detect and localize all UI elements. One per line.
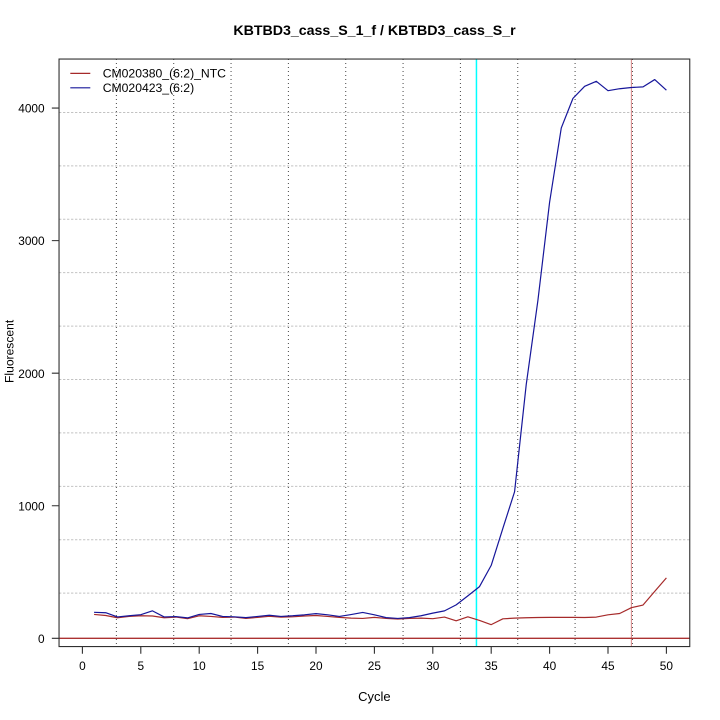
- svg-text:25: 25: [368, 659, 382, 673]
- svg-text:0: 0: [38, 632, 45, 646]
- svg-text:5: 5: [138, 659, 145, 673]
- svg-text:35: 35: [485, 659, 499, 673]
- svg-text:3000: 3000: [18, 234, 45, 248]
- svg-text:4000: 4000: [18, 102, 45, 116]
- svg-text:0: 0: [79, 659, 86, 673]
- svg-text:CM020380_(6:2)_NTC: CM020380_(6:2)_NTC: [103, 66, 226, 80]
- svg-text:1000: 1000: [18, 499, 45, 513]
- svg-text:45: 45: [601, 659, 615, 673]
- svg-text:KBTBD3_cass_S_1_f / KBTBD3_cas: KBTBD3_cass_S_1_f / KBTBD3_cass_S_r: [233, 23, 516, 39]
- svg-text:2000: 2000: [18, 367, 45, 381]
- svg-text:30: 30: [426, 659, 440, 673]
- svg-text:50: 50: [660, 659, 674, 673]
- svg-text:CM020423_(6:2): CM020423_(6:2): [103, 81, 194, 95]
- svg-text:40: 40: [543, 659, 557, 673]
- svg-text:Cycle: Cycle: [358, 689, 391, 704]
- svg-text:20: 20: [309, 659, 323, 673]
- svg-text:Fluorescent: Fluorescent: [3, 319, 17, 383]
- svg-text:15: 15: [251, 659, 265, 673]
- svg-text:10: 10: [193, 659, 207, 673]
